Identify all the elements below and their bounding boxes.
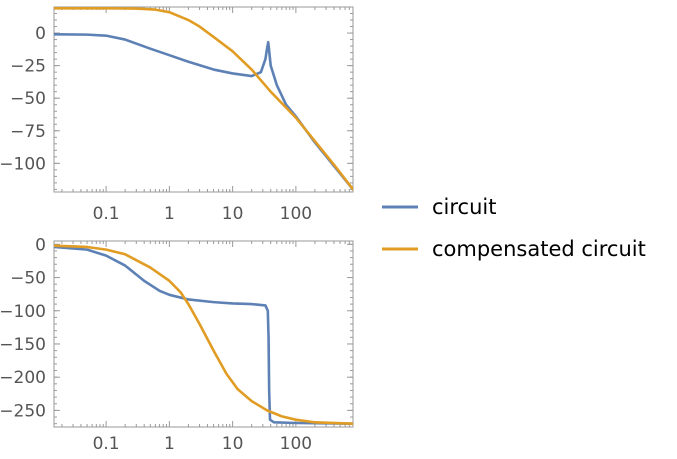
legend-entry-compensated-circuit: compensated circuit	[382, 237, 646, 261]
magnitude-x-tick-label: 1	[164, 204, 175, 224]
phase-y-tick-label: 0	[35, 235, 46, 255]
phase-series-compensated-circuit	[54, 244, 353, 425]
magnitude-x-tick-label: 10	[222, 204, 244, 224]
magnitude-x-tick-label: 0.1	[93, 204, 120, 224]
magnitude-y-tick-label: −50	[10, 89, 46, 109]
magnitude-plot-frame	[53, 6, 354, 193]
legend-label-compensated-circuit: compensated circuit	[432, 237, 646, 261]
legend: circuit compensated circuit	[382, 195, 646, 261]
phase-y-tick-label: −150	[0, 335, 46, 355]
legend-label-circuit: circuit	[432, 195, 496, 219]
magnitude-y-tick-label: 0	[35, 24, 46, 44]
magnitude-y-tick-label: −75	[10, 122, 46, 142]
phase-series-circuit	[54, 245, 353, 425]
phase-x-tick-label: 0.1	[93, 434, 120, 454]
phase-y-tick-label: −50	[10, 269, 46, 289]
magnitude-y-tick-label: −25	[10, 57, 46, 77]
phase-x-tick-label: 1	[164, 434, 175, 454]
phase-x-tick-label: 100	[280, 434, 312, 454]
phase-y-tick-label: −250	[0, 401, 46, 421]
magnitude-x-tick-label: 100	[280, 204, 312, 224]
phase-y-tick-label: −200	[0, 368, 46, 388]
legend-entry-circuit: circuit	[382, 195, 496, 219]
magnitude-panel: 0.1 1 10 100 0 −25 −50 −75 −100	[0, 6, 354, 224]
magnitude-series-compensated-circuit	[54, 7, 353, 191]
phase-x-tick-label: 10	[222, 434, 244, 454]
magnitude-y-tick-label: −100	[0, 154, 46, 174]
phase-plot-frame	[53, 240, 354, 428]
phase-y-tick-label: −100	[0, 302, 46, 322]
magnitude-series-circuit	[54, 33, 353, 191]
phase-panel: 0.1 1 10 100 0 −50 −100 −150 −200 −250	[0, 235, 354, 454]
